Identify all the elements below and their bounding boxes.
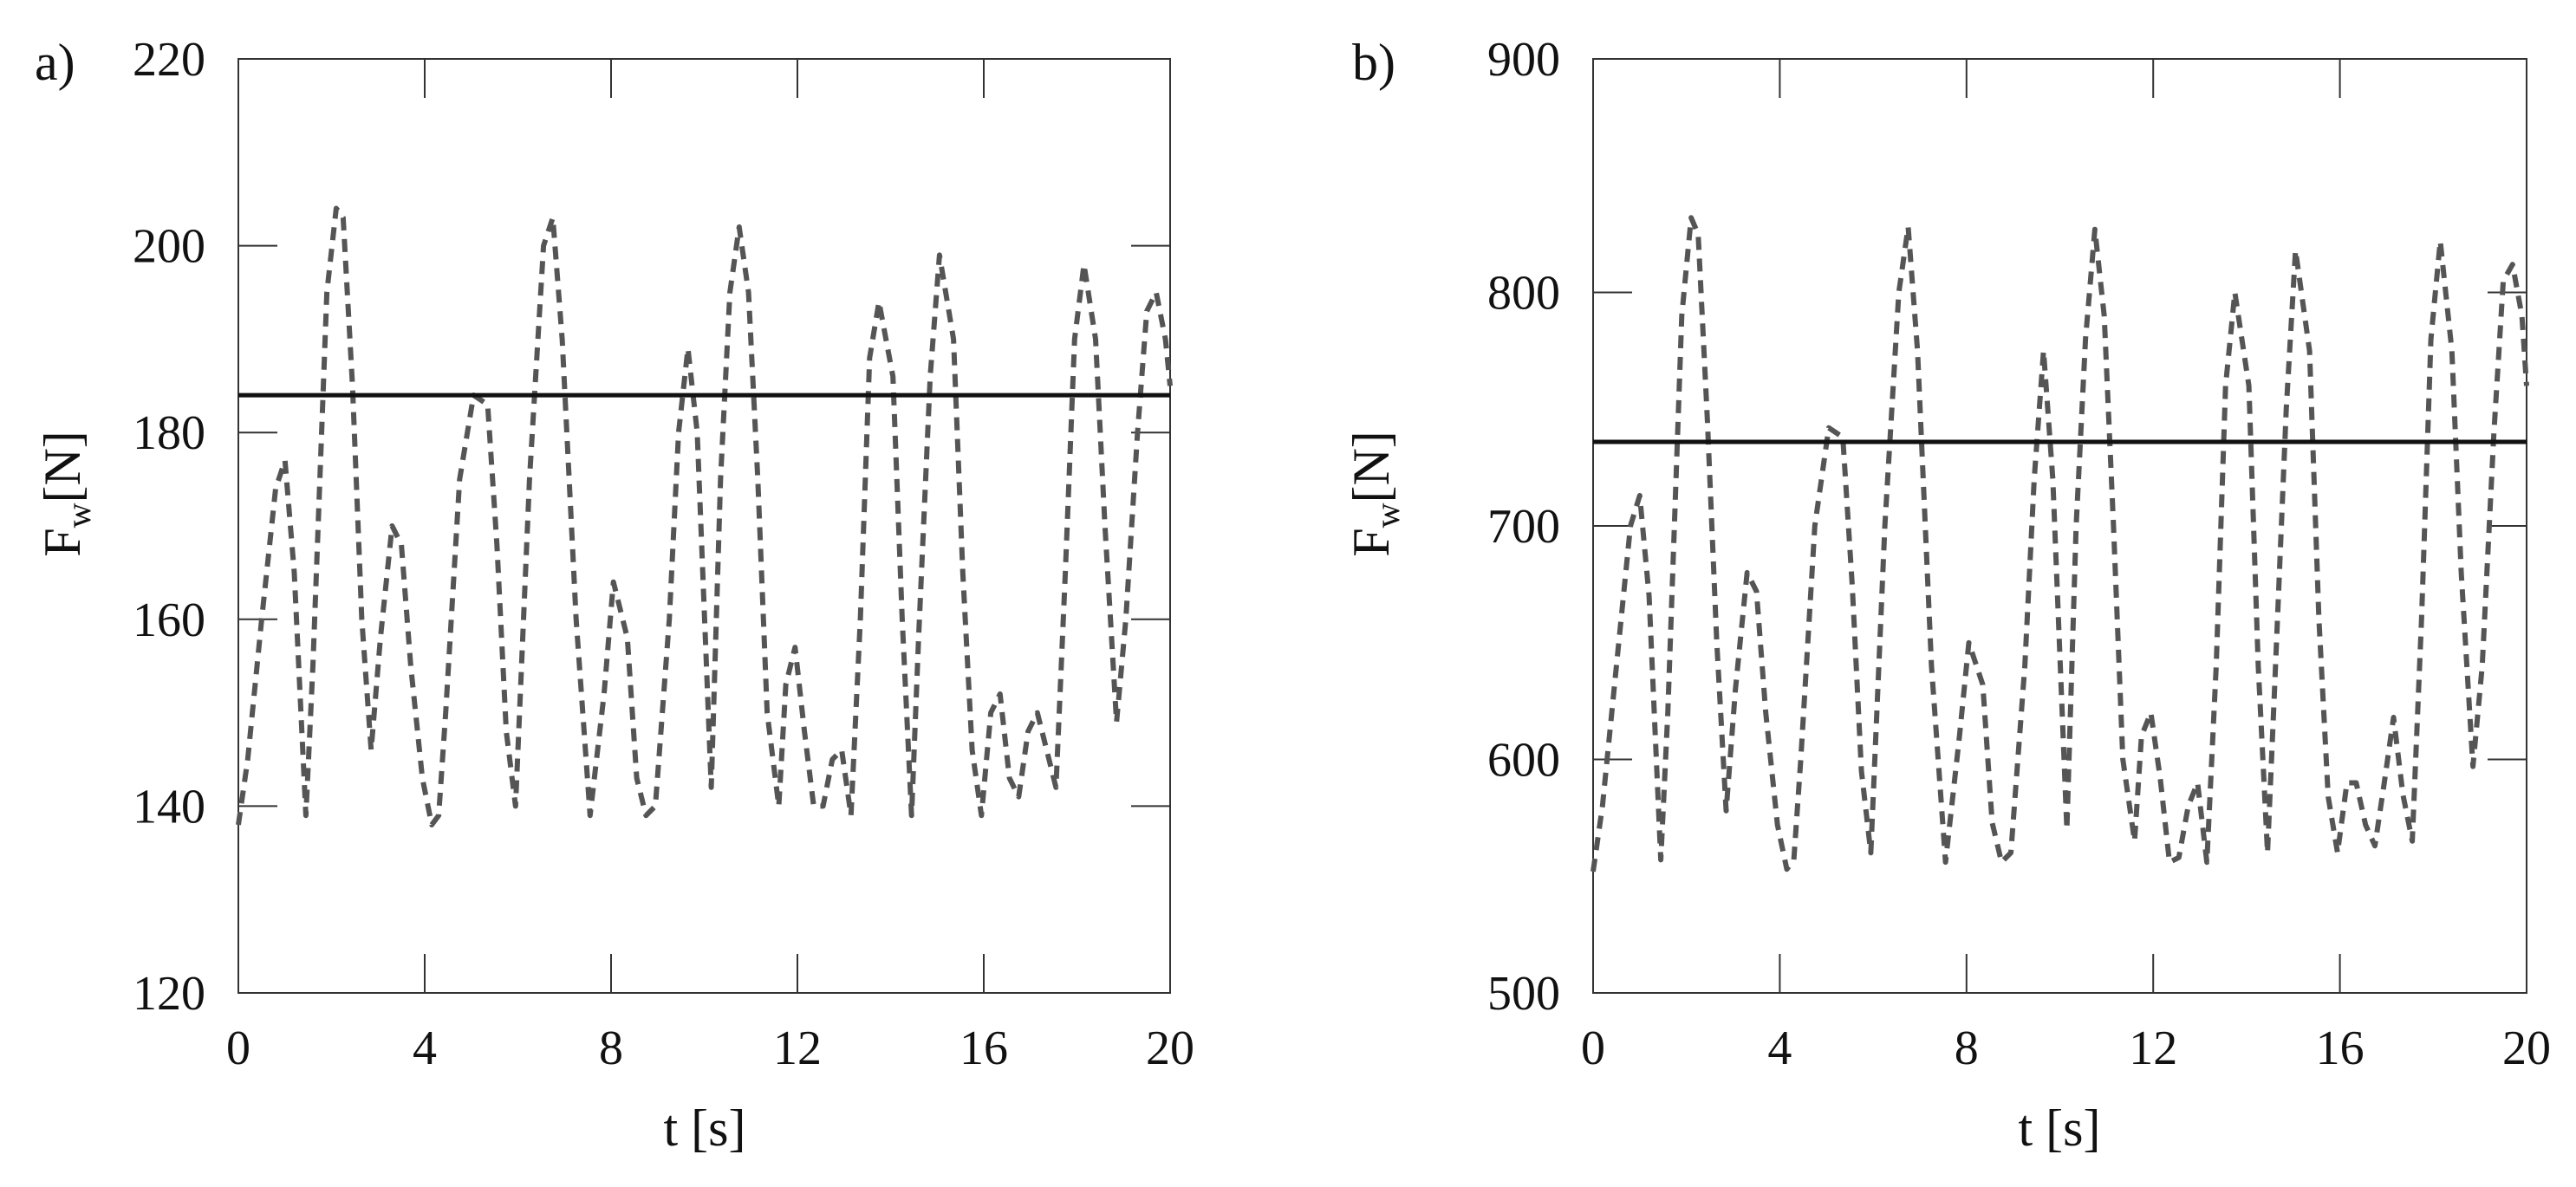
y-tick-label-a: 140 <box>133 780 205 833</box>
plot-frame-b <box>1592 58 2527 994</box>
panel-label-b: b) <box>1352 34 1395 91</box>
force-series-line-a <box>236 205 1173 827</box>
y-tick-label-a: 200 <box>133 220 205 274</box>
x-tick-label-b: 0 <box>1581 1022 1605 1075</box>
y-tick-label-b: 800 <box>1487 267 1560 321</box>
x-tick-label-a: 4 <box>413 1022 437 1075</box>
x-tick-label-b: 4 <box>1767 1022 1792 1075</box>
y-tick-label-b: 700 <box>1487 500 1560 554</box>
x-tick-label-b: 12 <box>2129 1022 2177 1075</box>
y-axis-label-b: Fw[N] <box>1343 431 1407 557</box>
plot-frame-a <box>237 58 1171 994</box>
y-tick-label-a: 120 <box>133 967 205 1021</box>
force-series-line-b <box>1590 215 2529 872</box>
y-tick-label-a: 160 <box>133 594 205 647</box>
x-tick-label-a: 0 <box>226 1022 250 1075</box>
x-tick-label-a: 12 <box>773 1022 822 1075</box>
x-tick-label-b: 16 <box>2316 1022 2365 1075</box>
chart-panel-a: a) t [s] Fw[N] 0 4 8 12 16 20 120 140 160 180 200 2… <box>34 33 1194 1157</box>
y-tick-label-b: 600 <box>1487 734 1560 788</box>
y-tick-label-a: 180 <box>133 406 205 460</box>
x-axis-label-b: t [s] <box>2019 1099 2101 1157</box>
x-tick-label-a: 8 <box>599 1022 623 1075</box>
x-tick-label-b: 20 <box>2502 1022 2551 1075</box>
x-axis-label-a: t [s] <box>664 1099 746 1157</box>
y-tick-label-a: 220 <box>133 33 205 87</box>
y-tick-label-b: 900 <box>1487 33 1560 87</box>
panel-label-a: a) <box>35 34 75 91</box>
y-axis-label-a: Fw[N] <box>34 431 98 557</box>
x-tick-label-a: 16 <box>959 1022 1008 1075</box>
y-tick-label-b: 500 <box>1487 967 1560 1021</box>
x-tick-label-a: 20 <box>1146 1022 1194 1075</box>
chart-panel-b: b) t [s] Fw[N] 0 4 8 12 16 20 500 600 700 800 900 <box>1343 33 2551 1157</box>
x-tick-label-b: 8 <box>1955 1022 1979 1075</box>
